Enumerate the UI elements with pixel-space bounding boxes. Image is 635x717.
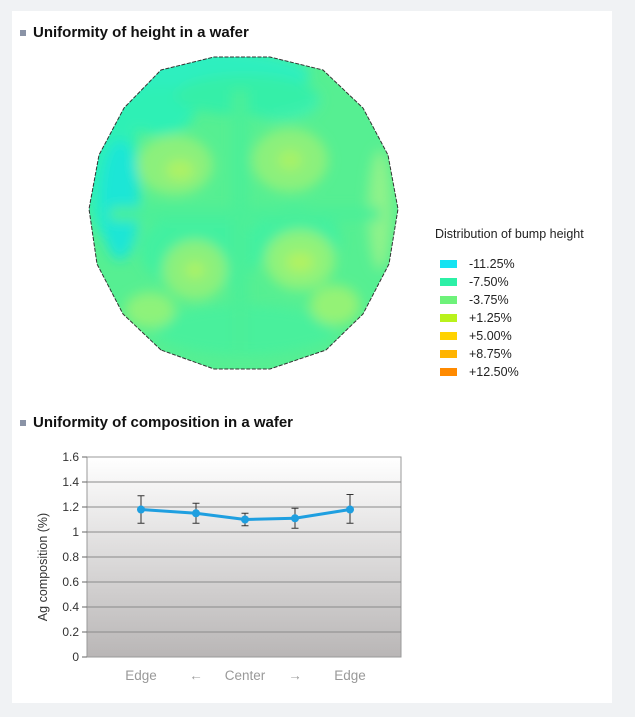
grid-lines [87,481,401,633]
y-axis-label: Ag composition (%) [36,513,50,621]
series-layer [137,494,354,529]
legend-swatch [440,260,457,268]
legend-label: +5.00% [469,329,512,343]
legend-label: +12.50% [469,365,519,379]
legend-swatch [440,296,457,304]
legend-label: +1.25% [469,311,512,325]
legend-item: +8.75% [440,345,584,363]
x-tick-label: Center [225,668,266,683]
y-tick-label: 1 [72,525,79,539]
data-point [346,505,354,514]
legend-item: +5.00% [440,327,584,345]
composition-title-text: Uniformity of composition in a wafer [33,414,294,431]
y-tick-label: 0.6 [62,575,79,589]
x-tick-label: → [288,668,302,683]
wafer-outline [88,56,399,370]
composition-section-title: Uniformity of composition in a wafer [20,414,293,431]
y-tick-label: 1.2 [62,500,79,514]
data-point [241,515,249,524]
data-point [291,514,299,523]
legend-item: -3.75% [440,291,584,309]
legend-swatch [440,350,457,358]
legend-item: -11.25% [440,255,584,273]
legend-item: +12.50% [440,363,584,381]
height-title-text: Uniformity of height in a wafer [33,24,249,41]
square-bullet-icon [20,419,26,426]
legend-label: -7.50% [469,275,509,289]
y-axis-ticks: 0 0.2 0.4 0.6 0.8 1 1.2 1.4 1.6 [62,450,87,664]
x-tick-label: ← [189,668,203,683]
x-axis-ticks: Edge ← Center → Edge [125,668,366,683]
y-tick-label: 0.2 [62,625,79,639]
legend-item: -7.50% [440,273,584,291]
legend-label: -3.75% [469,293,509,307]
data-point [137,505,145,514]
y-tick-label: 1.4 [62,475,79,489]
legend-swatch [440,368,457,376]
legend-swatch [440,278,457,286]
legend-title: Distribution of bump height [435,227,584,241]
data-point [192,509,200,518]
legend-swatch [440,314,457,322]
legend-label: -11.25% [469,257,515,271]
y-tick-label: 0.4 [62,600,79,614]
height-section-title: Uniformity of height in a wafer [20,24,249,41]
y-tick-label: 0.8 [62,550,79,564]
legend-swatch [440,332,457,340]
legend-label: +8.75% [469,347,512,361]
height-legend: Distribution of bump height -11.25% -7.50… [435,227,584,381]
legend-item: +1.25% [440,309,584,327]
x-tick-label: Edge [125,668,157,683]
square-bullet-icon [20,29,26,36]
y-tick-label: 0 [72,650,79,664]
y-tick-label: 1.6 [62,450,79,464]
legend-items: -11.25% -7.50% -3.75% +1.25% +5.00% +8.75% +12… [435,255,584,381]
x-tick-label: Edge [334,668,366,683]
